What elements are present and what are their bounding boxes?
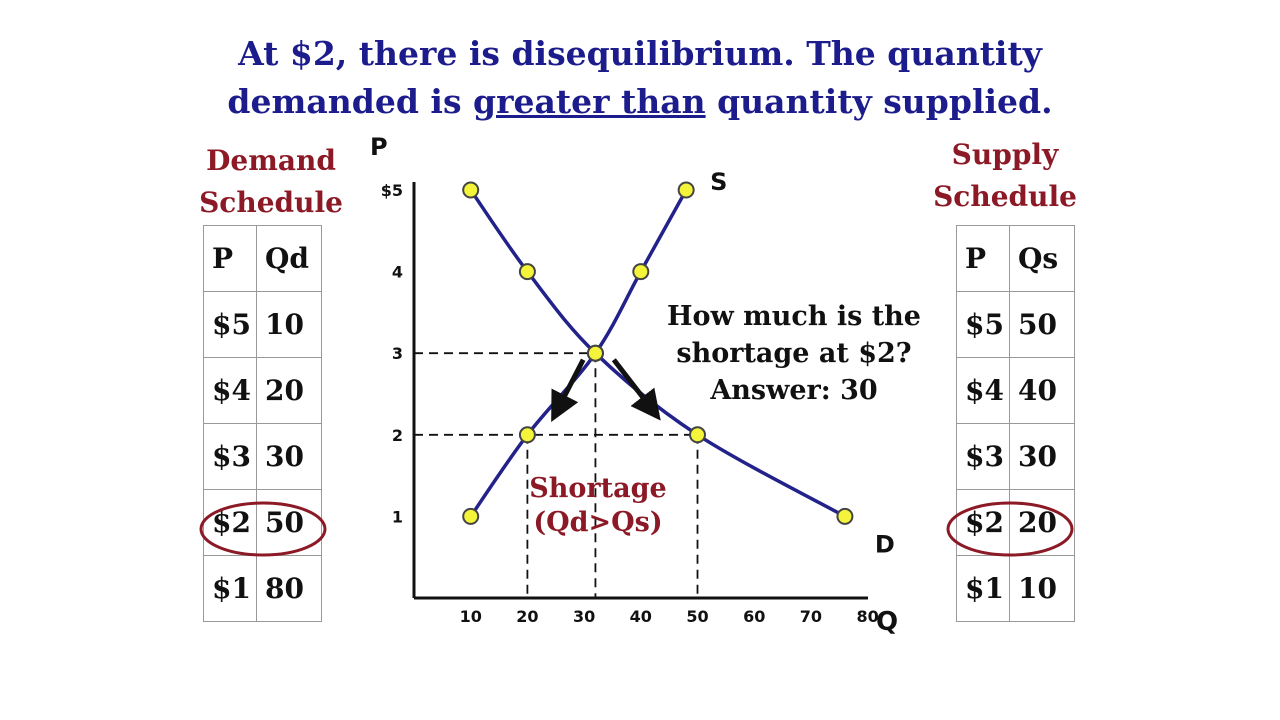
shortage-label-line-1: Shortage: [529, 473, 667, 504]
table-header-row: P Qs: [956, 225, 1075, 292]
y-tick-label: 4: [392, 263, 403, 282]
demand-schedule-table: P Qd $5 10 $4 20 $3 30 $2 50 $1 80: [203, 225, 322, 622]
price-cell: $2: [203, 489, 257, 556]
header-cell-qs: Qs: [1009, 225, 1075, 292]
title-line-1: At $2, there is disequilibrium. The quan…: [238, 34, 1042, 73]
table-header-row: P Qd: [203, 225, 322, 292]
slide-title: At $2, there is disequilibrium. The quan…: [0, 30, 1280, 126]
price-cell: $5: [956, 291, 1010, 358]
x-tick-label: 30: [573, 607, 595, 626]
y-tick-label: $5: [381, 181, 403, 200]
table-row: $5 10: [203, 291, 322, 358]
y-axis-label: P: [370, 133, 388, 161]
supply-data-point: [462, 507, 480, 525]
supply-data-point: [632, 263, 650, 281]
x-tick-label: 60: [743, 607, 765, 626]
demand-title-line-2: Schedule: [199, 186, 343, 219]
x-axis-label: Q: [876, 607, 898, 637]
supply-schedule-table: P Qs $5 50 $4 40 $3 30 $2 20 $1 10: [956, 225, 1075, 622]
x-tick-label: 40: [630, 607, 652, 626]
demand-title-line-1: Demand: [206, 144, 336, 177]
y-tick-label: 1: [392, 507, 403, 526]
table-row: $3 30: [203, 423, 322, 490]
x-tick-label: 80: [856, 607, 878, 626]
quantity-cell: 20: [1009, 489, 1075, 556]
header-cell-p: P: [203, 225, 257, 292]
quantity-cell: 10: [1009, 555, 1075, 622]
supply-schedule-title: Supply Schedule: [930, 134, 1080, 218]
movement-arrow-down-right: [611, 358, 661, 421]
quantity-cell: 80: [256, 555, 322, 622]
quantity-cell: 50: [1009, 291, 1075, 358]
supply-curve-label: S: [710, 168, 727, 196]
table-row: $1 10: [956, 555, 1075, 622]
demand-schedule-title: Demand Schedule: [196, 140, 346, 224]
x-tick-label: 20: [516, 607, 538, 626]
demand-data-point: [518, 263, 536, 281]
price-cell: $3: [956, 423, 1010, 490]
demand-data-point: [586, 344, 604, 362]
title-line-2-pre: demanded is: [227, 82, 474, 121]
supply-data-point: [518, 426, 536, 444]
y-tick-label: 2: [392, 426, 403, 445]
table-row-highlighted: $2 20: [956, 489, 1075, 556]
x-tick-label: 70: [800, 607, 822, 626]
question-line-1: How much is the: [667, 301, 921, 332]
shortage-question: How much is the shortage at $2? Answer: …: [654, 298, 934, 409]
shortage-label-line-2: (Qd>Qs): [533, 507, 663, 538]
shortage-label: Shortage (Qd>Qs): [518, 472, 678, 540]
demand-curve-label: D: [875, 530, 895, 558]
price-cell: $5: [203, 291, 257, 358]
quantity-cell: 20: [256, 357, 322, 424]
question-line-2: shortage at $2?: [676, 338, 912, 369]
table-row: $4 40: [956, 357, 1075, 424]
supply-title-line-1: Supply: [951, 138, 1059, 171]
demand-data-point: [462, 181, 480, 199]
demand-data-point: [836, 507, 854, 525]
quantity-cell: 40: [1009, 357, 1075, 424]
x-tick-label: 10: [460, 607, 482, 626]
question-answer: Answer: 30: [710, 375, 878, 406]
x-tick-label: 50: [686, 607, 708, 626]
supply-title-line-2: Schedule: [933, 180, 1077, 213]
header-cell-qd: Qd: [256, 225, 322, 292]
quantity-cell: 10: [256, 291, 322, 358]
header-cell-p: P: [956, 225, 1010, 292]
movement-arrow-down-left: [551, 358, 586, 423]
demand-data-point: [689, 426, 706, 444]
y-tick-label: 3: [392, 344, 403, 363]
table-row: $5 50: [956, 291, 1075, 358]
supply-row-highlight-ellipse: [946, 501, 1074, 557]
price-cell: $4: [956, 357, 1010, 424]
demand-row-highlight-ellipse: [199, 501, 327, 557]
price-cell: $1: [956, 555, 1010, 622]
supply-data-point: [677, 181, 695, 199]
title-line-2: demanded is greater than quantity suppli…: [0, 78, 1280, 126]
price-cell: $1: [203, 555, 257, 622]
demand-curve: [469, 189, 846, 518]
table-row: $1 80: [203, 555, 322, 622]
quantity-cell: 30: [256, 423, 322, 490]
title-line-2-post: quantity supplied.: [705, 82, 1053, 121]
title-emphasis: greater than: [473, 82, 706, 121]
